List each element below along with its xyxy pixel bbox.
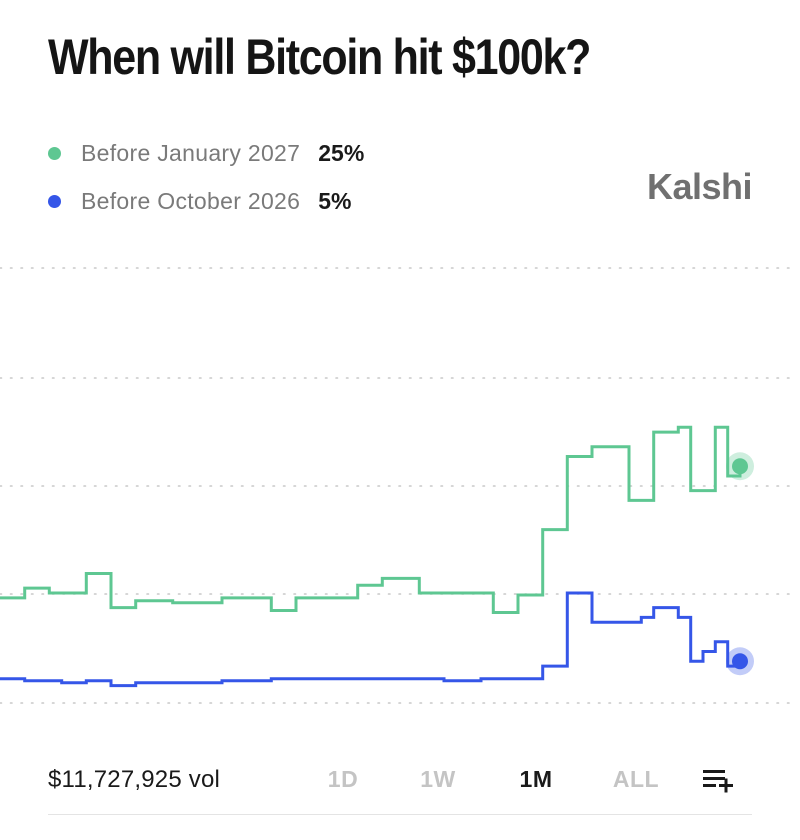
legend-value: 5% [318, 187, 352, 214]
range-tab-1d[interactable]: 1D [327, 766, 359, 792]
legend-label: Before October 2026 [81, 187, 301, 214]
series-line-january-2027 [0, 425, 742, 614]
legend-label: Before January 2027 [81, 139, 301, 166]
endpoint-marker[interactable] [732, 458, 748, 475]
legend-item-october-2026[interactable]: Before October 2026 5% [48, 186, 364, 216]
series-dot-icon [48, 194, 61, 208]
range-tab-1m[interactable]: 1M [519, 766, 553, 792]
chart-legend: Before January 2027 25% Before October 2… [48, 138, 364, 234]
footer-divider [48, 814, 752, 815]
chart-footer: $11,727,925 vol 1D 1W 1M ALL [48, 760, 752, 800]
brand-logo: Kalshi [646, 166, 753, 207]
legend-item-january-2027[interactable]: Before January 2027 25% [48, 138, 364, 168]
series-line-october-2026 [0, 591, 742, 688]
series-dot-icon [48, 146, 61, 160]
legend-value: 25% [318, 139, 365, 166]
range-tabs: 1D 1W 1M ALL [48, 760, 752, 800]
page-title: When will Bitcoin hit $100k? [48, 29, 591, 85]
range-tab-all[interactable]: ALL [612, 766, 660, 792]
list-add-button[interactable] [702, 766, 736, 794]
list-add-icon [703, 770, 733, 793]
range-tab-1w[interactable]: 1W [420, 766, 456, 792]
volume-label: $11,727,925 vol [48, 766, 221, 793]
endpoint-marker[interactable] [732, 653, 748, 670]
